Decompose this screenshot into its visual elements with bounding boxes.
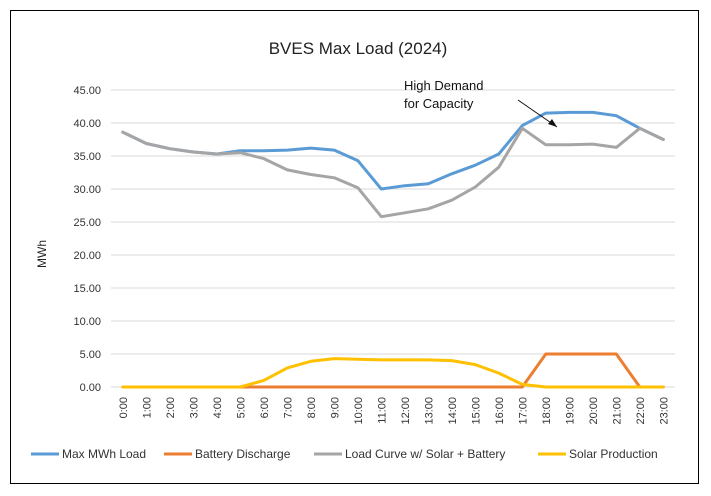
chart-svg: BVES Max Load (2024) MWh 0.00 5.00 10.00 15… <box>31 39 675 461</box>
x-tick-label: 8:00 <box>306 397 318 418</box>
y-tick-label: 35.00 <box>73 151 101 163</box>
series-lines <box>121 110 665 389</box>
y-tick-label: 10.00 <box>73 316 101 328</box>
x-tick-label: 2:00 <box>165 397 177 418</box>
x-tick-label: 23:00 <box>658 397 670 425</box>
x-tick-label: 11:00 <box>376 397 388 424</box>
x-tick-label: 19:00 <box>564 397 576 425</box>
x-tick-label: 12:00 <box>400 397 412 425</box>
y-tick-labels: 0.00 5.00 10.00 15.00 20.00 25.00 30.00 35.00 40… <box>73 85 101 394</box>
x-tick-label: 20:00 <box>588 397 600 425</box>
legend-label-2: Load Curve w/ Solar + Battery <box>345 447 505 461</box>
y-tick-label: 25.00 <box>73 217 101 229</box>
x-tick-label: 14:00 <box>447 397 459 425</box>
series-line-2 <box>121 126 665 219</box>
x-tick-label: 17:00 <box>517 397 529 425</box>
x-tick-label: 9:00 <box>329 397 341 418</box>
y-tick-label: 30.00 <box>73 184 101 196</box>
y-tick-label: 45.00 <box>73 85 101 97</box>
x-tick-label: 22:00 <box>635 397 647 425</box>
x-tick-label: 3:00 <box>188 397 200 418</box>
series-line-0 <box>121 110 665 191</box>
x-tick-label: 0:00 <box>118 397 130 418</box>
legend-label-1: Battery Discharge <box>195 447 291 461</box>
x-tick-label: 4:00 <box>212 397 224 418</box>
x-tick-label: 1:00 <box>141 397 153 418</box>
legend-label-0: Max MWh Load <box>62 447 146 461</box>
x-tick-label: 7:00 <box>282 397 294 418</box>
y-tick-label: 20.00 <box>73 250 101 262</box>
annotation-arrowhead <box>548 119 557 127</box>
chart-frame: BVES Max Load (2024) MWh 0.00 5.00 10.00 15… <box>10 10 699 484</box>
gridlines <box>111 89 675 388</box>
annotation-line-2: for Capacity <box>404 96 474 111</box>
x-tick-label: 18:00 <box>541 397 553 425</box>
x-tick-label: 10:00 <box>353 397 365 425</box>
chart-title: BVES Max Load (2024) <box>269 39 448 58</box>
x-tick-label: 15:00 <box>470 397 482 425</box>
annotation: High Demand for Capacity <box>404 78 558 128</box>
annotation-line-1: High Demand <box>404 78 484 93</box>
x-tick-label: 21:00 <box>611 397 623 425</box>
legend: Max MWh Load Battery Discharge Load Curve … <box>31 447 658 461</box>
x-tick-labels: 0:00 1:00 2:00 3:00 4:00 5:00 6:00 7:00 8:00 9:00… <box>118 397 671 425</box>
x-tick-label: 16:00 <box>494 397 506 425</box>
x-tick-label: 5:00 <box>235 397 247 418</box>
series-line-3 <box>121 357 665 389</box>
legend-label-3: Solar Production <box>569 447 658 461</box>
x-tick-label: 13:00 <box>423 397 435 425</box>
y-axis-label: MWh <box>35 240 49 268</box>
y-tick-label: 5.00 <box>80 349 101 361</box>
y-tick-label: 40.00 <box>73 118 101 130</box>
x-tick-label: 6:00 <box>259 397 271 418</box>
y-tick-label: 15.00 <box>73 283 101 295</box>
y-tick-label: 0.00 <box>80 382 101 394</box>
